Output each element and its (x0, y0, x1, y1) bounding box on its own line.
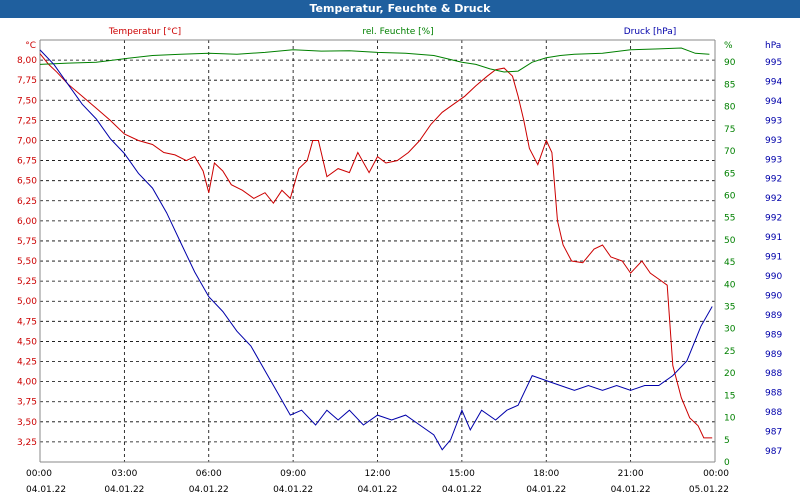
temperature-tick-label: 5,25 (17, 277, 37, 287)
temperature-tick-label: 7,75 (17, 76, 37, 86)
legend-humidity: rel. Feuchte [%] (362, 27, 433, 37)
pressure-tick-label: 991 (765, 253, 782, 263)
humidity-tick-label: 5 (724, 436, 730, 446)
temperature-tick-label: 4,00 (17, 378, 37, 388)
pressure-tick-label: 989 (765, 311, 782, 321)
x-tick-time: 21:00 (618, 469, 644, 479)
temperature-tick-label: 6,00 (17, 217, 37, 227)
pressure-tick-label: 990 (765, 272, 782, 282)
pressure-tick-label: 995 (765, 58, 782, 68)
temperature-tick-label: 6,25 (17, 197, 37, 207)
temperature-tick-label: 4,50 (17, 337, 37, 347)
humidity-tick-label: 15 (724, 391, 735, 401)
humidity-tick-label: 25 (724, 347, 735, 357)
x-tick-time: 03:00 (111, 469, 137, 479)
temperature-tick-label: 3,50 (17, 418, 37, 428)
x-tick-date: 04.01.22 (442, 485, 482, 495)
pressure-tick-label: 993 (765, 136, 782, 146)
temperature-tick-label: 5,00 (17, 297, 37, 307)
humidity-tick-label: 70 (724, 147, 736, 157)
temperature-tick-label: 7,00 (17, 136, 37, 146)
temperature-tick-label: 5,50 (17, 257, 37, 267)
x-tick-time: 00:00 (26, 469, 52, 479)
humidity-tick-label: 60 (724, 191, 736, 201)
temperature-tick-label: 3,25 (17, 438, 37, 448)
x-tick-date: 04.01.22 (526, 485, 566, 495)
x-tick-date: 04.01.22 (189, 485, 229, 495)
temperature-tick-label: 6,50 (17, 177, 37, 187)
humidity-tick-label: 20 (724, 369, 736, 379)
x-tick-date: 04.01.22 (357, 485, 397, 495)
x-tick-time: 18:00 (533, 469, 559, 479)
pressure-unit-label: hPa (765, 41, 781, 51)
pressure-tick-label: 992 (765, 214, 782, 224)
humidity-tick-label: 65 (724, 169, 735, 179)
pressure-tick-label: 992 (765, 194, 782, 204)
pressure-tick-label: 987 (765, 428, 782, 438)
humidity-tick-label: 50 (724, 236, 736, 246)
temperature-tick-label: 6,75 (17, 157, 37, 167)
series-line-pressure (39, 49, 713, 451)
series-line-humidity (39, 47, 710, 73)
pressure-tick-label: 988 (765, 369, 782, 379)
pressure-tick-label: 991 (765, 233, 782, 243)
pressure-tick-label: 988 (765, 408, 782, 418)
temperature-tick-label: 7,50 (17, 96, 37, 106)
temperature-unit-label: °C (25, 41, 36, 51)
pressure-tick-label: 993 (765, 155, 782, 165)
humidity-tick-label: 35 (724, 303, 735, 313)
temperature-tick-label: 8,00 (17, 56, 37, 66)
x-tick-time: 15:00 (449, 469, 475, 479)
humidity-tick-label: 55 (724, 214, 735, 224)
humidity-tick-label: 90 (724, 58, 736, 68)
pressure-tick-label: 987 (765, 447, 782, 457)
pressure-tick-label: 990 (765, 291, 782, 301)
humidity-tick-label: 75 (724, 125, 735, 135)
humidity-tick-label: 10 (724, 414, 736, 424)
pressure-tick-label: 994 (765, 77, 782, 87)
temperature-tick-label: 7,25 (17, 116, 37, 126)
pressure-tick-label: 988 (765, 389, 782, 399)
humidity-tick-label: 45 (724, 258, 735, 268)
pressure-tick-label: 989 (765, 330, 782, 340)
x-tick-date: 04.01.22 (611, 485, 651, 495)
humidity-unit-label: % (724, 41, 733, 51)
pressure-tick-label: 989 (765, 350, 782, 360)
pressure-tick-label: 993 (765, 116, 782, 126)
legend-pressure: Druck [hPa] (624, 27, 677, 37)
humidity-tick-label: 30 (724, 325, 736, 335)
humidity-tick-label: 85 (724, 80, 735, 90)
x-tick-date: 05.01.22 (689, 485, 729, 495)
humidity-tick-label: 80 (724, 103, 736, 113)
temperature-tick-label: 3,75 (17, 398, 37, 408)
temperature-tick-label: 5,75 (17, 237, 37, 247)
x-tick-date: 04.01.22 (26, 485, 66, 495)
humidity-tick-label: 0 (724, 458, 730, 468)
x-tick-time: 00:00 (703, 469, 729, 479)
pressure-tick-label: 992 (765, 175, 782, 185)
temperature-tick-label: 4,75 (17, 317, 37, 327)
x-tick-date: 04.01.22 (104, 485, 144, 495)
x-tick-time: 06:00 (196, 469, 222, 479)
humidity-tick-label: 40 (724, 280, 736, 290)
temperature-tick-label: 4,25 (17, 358, 37, 368)
x-tick-date: 04.01.22 (273, 485, 313, 495)
legend-temperature: Temperatur [°C] (108, 27, 181, 37)
x-tick-time: 09:00 (280, 469, 306, 479)
x-tick-time: 12:00 (365, 469, 391, 479)
series-line-temperature (39, 53, 713, 439)
chart-title: Temperatur, Feuchte & Druck (0, 0, 800, 18)
pressure-tick-label: 994 (765, 97, 782, 107)
